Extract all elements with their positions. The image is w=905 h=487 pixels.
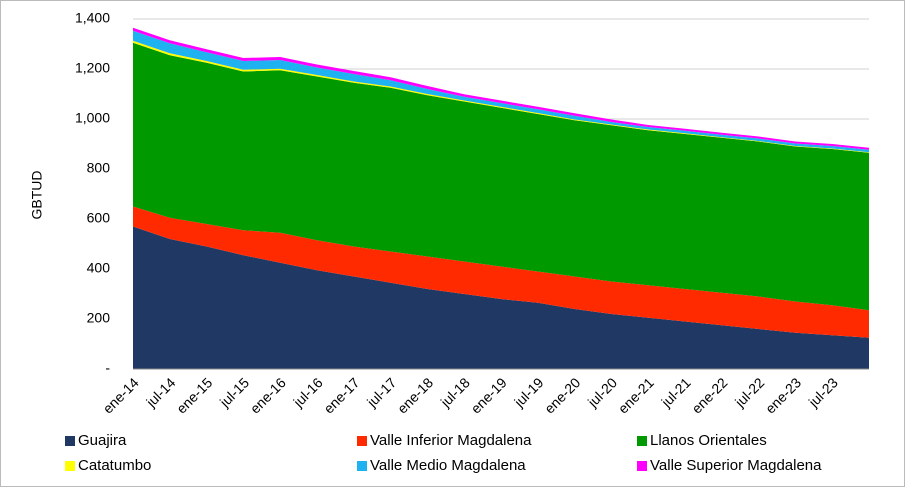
- legend-swatch: [357, 461, 367, 471]
- y-tick-label: 800: [87, 160, 111, 176]
- y-tick-label: 1,200: [75, 60, 110, 76]
- y-axis-label: GBTUD: [29, 171, 45, 220]
- area: [133, 206, 869, 338]
- legend-swatch: [637, 436, 647, 446]
- legend-label: Valle Inferior Magdalena: [370, 432, 532, 449]
- legend-label: Llanos Orientales: [650, 432, 767, 449]
- legend-swatch: [637, 461, 647, 471]
- y-tick-label: 1,400: [75, 10, 110, 26]
- legend-swatch: [357, 436, 367, 446]
- legend-label: Valle Superior Magdalena: [650, 457, 822, 474]
- y-tick-label: 400: [87, 260, 111, 276]
- y-tick-label: 600: [87, 210, 111, 226]
- area: [133, 42, 869, 311]
- legend-swatch: [65, 436, 75, 446]
- legend-label: Catatumbo: [78, 457, 151, 474]
- y-tick-label: 1,000: [75, 110, 110, 126]
- legend-label: Valle Medio Magdalena: [370, 457, 526, 474]
- y-tick-label: -: [105, 360, 110, 376]
- area: [133, 226, 869, 369]
- legend-swatch: [65, 461, 75, 471]
- legend-label: Guajira: [78, 432, 127, 449]
- y-tick-label: 200: [87, 310, 111, 326]
